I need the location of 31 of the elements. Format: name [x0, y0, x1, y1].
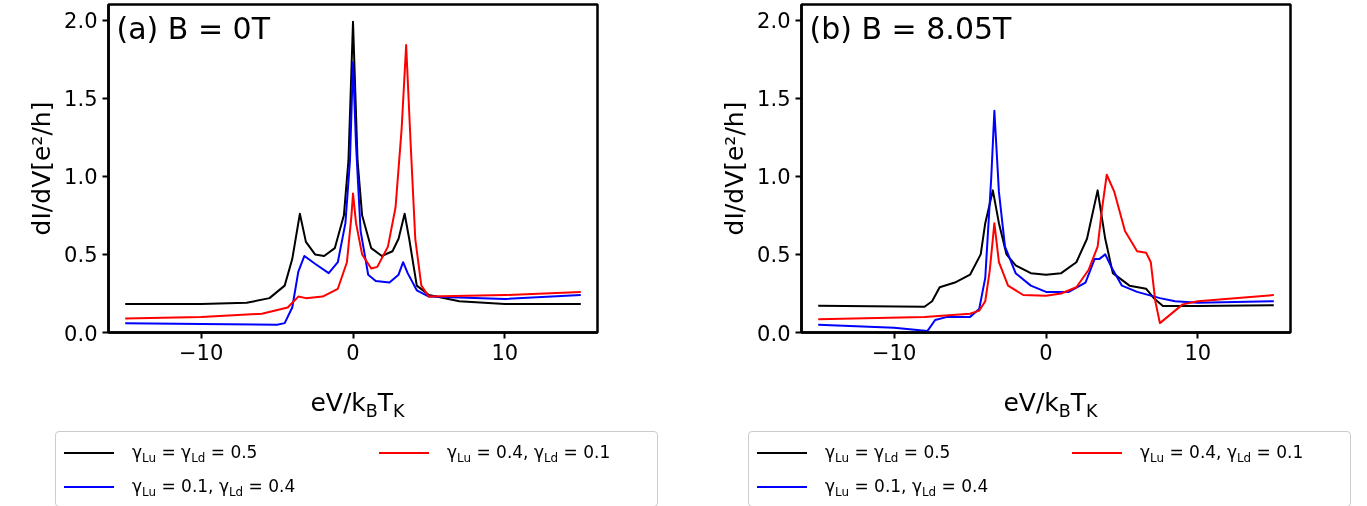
y-axis-title: dI/dV[e²/h]: [720, 101, 750, 236]
y-tick-label: 1.5: [64, 87, 98, 112]
x-axis-title: eV/k$_{B}$T$_{K}$: [309, 387, 406, 423]
line-series: [817, 189, 1275, 308]
x-tick-label: 10: [1184, 340, 1212, 365]
y-tick-label: 1.5: [757, 87, 791, 112]
y-tick-label: 1.0: [757, 165, 791, 190]
x-tick-label: −10: [871, 340, 917, 365]
y-tick-label: 2.0: [64, 9, 98, 34]
x-axis-title: eV/k$_{B}$T$_{K}$: [1002, 387, 1099, 423]
chart-title: (b) B = 8.05T: [809, 10, 1013, 46]
x-tick-label: 0: [346, 340, 360, 365]
line-series: [817, 109, 1275, 332]
line-series: [817, 173, 1275, 325]
chart-title: (a) B = 0T: [116, 10, 271, 46]
y-tick-label: 1.0: [64, 165, 98, 190]
y-tick-label: 0.5: [64, 243, 98, 268]
legend-label: γ$_{Lu}$ = γ$_{Ld}$ = 0.5: [825, 441, 951, 468]
legend-label: γ$_{Lu}$ = 0.1, γ$_{Ld}$ = 0.4: [132, 475, 296, 502]
legend-label: γ$_{Lu}$ = 0.4, γ$_{Ld}$ = 0.1: [447, 441, 611, 468]
y-tick-label: 2.0: [757, 9, 791, 34]
legend-label: γ$_{Lu}$ = γ$_{Ld}$ = 0.5: [132, 441, 258, 468]
y-tick-label: 0.0: [64, 321, 98, 346]
x-tick-label: −10: [178, 340, 224, 365]
x-tick-label: 0: [1039, 340, 1053, 365]
legend-label: γ$_{Lu}$ = 0.4, γ$_{Ld}$ = 0.1: [1140, 441, 1304, 468]
legend-label: γ$_{Lu}$ = 0.1, γ$_{Ld}$ = 0.4: [825, 475, 989, 502]
y-tick-label: 0.0: [757, 321, 791, 346]
y-axis-title: dI/dV[e²/h]: [27, 101, 57, 236]
x-tick-label: 10: [491, 340, 519, 365]
y-tick-label: 0.5: [757, 243, 791, 268]
